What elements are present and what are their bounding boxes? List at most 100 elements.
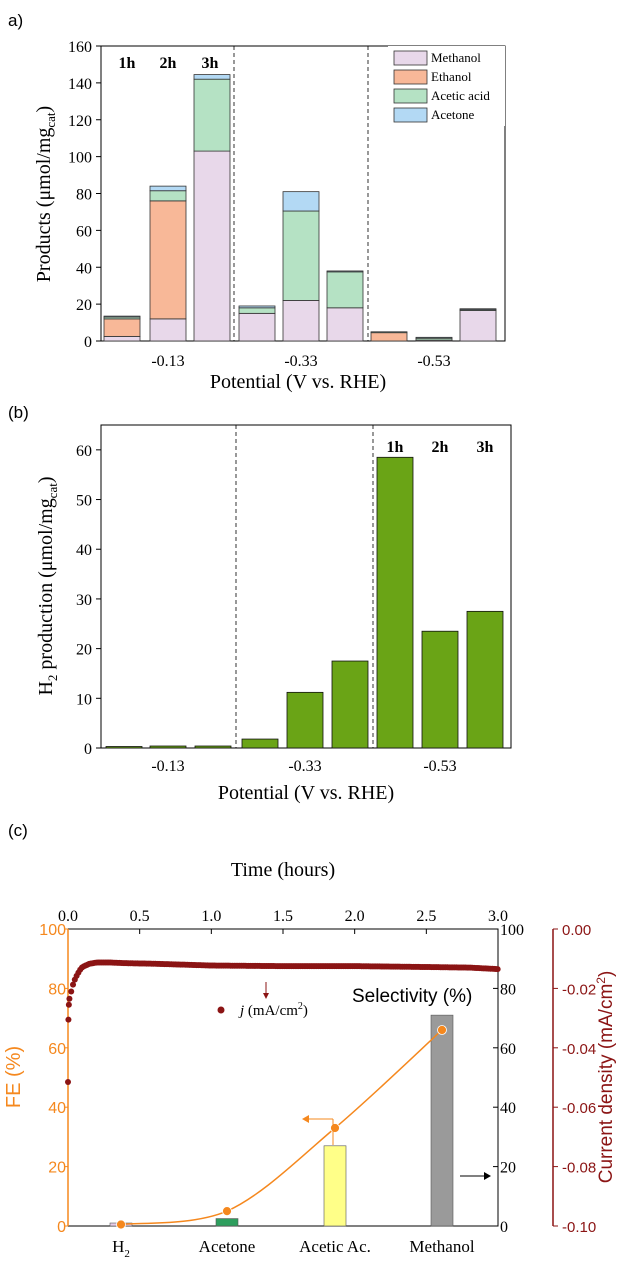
panel-b-x-axis-label: Potential (V vs. RHE) (218, 782, 394, 804)
panel-a-legend: Methanol Ethanol Acetic acid Acetone (388, 46, 505, 126)
panel-c-j-legend-text: j (mA/cm2) (238, 1001, 308, 1019)
panel-c-j-point (494, 966, 501, 973)
panel-b: (b) 0 10 20 30 40 50 60 1h 2h 3h -0.13 -0.33 -0.53… (8, 403, 512, 804)
panel-c-middle-axis: 0 20 40 60 80 100 (493, 922, 524, 1236)
panel-c-left-tick-label: 20 (48, 1160, 66, 1177)
panel-c-left-tick-label: 0 (57, 1219, 66, 1236)
panel-c-selectivity-bar (323, 1145, 347, 1227)
panel-c-selectivity-arrow (460, 1172, 491, 1180)
panel-a-time-labels: 1h 2h 3h (119, 55, 219, 72)
panel-b-group-label: -0.33 (288, 758, 321, 775)
panel-c-fe-arrow (302, 1115, 334, 1145)
panel-b-label: (b) (8, 403, 29, 422)
panel-c-left-tick-label: 60 (48, 1041, 66, 1058)
panel-a-legend-label: Acetone (431, 107, 475, 122)
panel-a-legend-label: Methanol (431, 50, 481, 65)
panel-b-y-tick-label: 10 (76, 691, 92, 708)
panel-c-middle-tick-label: 80 (500, 981, 516, 998)
panel-c-top-axis-label: Time (hours) (231, 859, 335, 881)
panel-a-bar-segment (326, 307, 364, 342)
panel-c-top-tick-label: 2.0 (345, 908, 365, 925)
panel-a-bar-segment (415, 336, 453, 339)
panel-a-time-label: 3h (202, 55, 219, 72)
panel-a-y-axis-label: Products (μmol/mgcat) (33, 106, 58, 282)
panel-c-category-label: H2 (112, 1237, 130, 1260)
panel-a-group-labels: -0.13 -0.33 -0.53 (151, 353, 450, 370)
panel-a-bar-segment (103, 335, 141, 342)
panel-a-bar-segment (282, 191, 320, 212)
panel-c-j-point (68, 988, 75, 995)
panel-a-bar-segment (459, 308, 497, 311)
panel-c-middle-tick-label: 100 (500, 922, 524, 939)
panel-a-bar-segment (370, 332, 408, 342)
panel-a-group-label: -0.53 (417, 353, 450, 370)
panel-a-y-tick-label: 60 (76, 223, 92, 240)
panel-a-legend-label: Ethanol (431, 69, 472, 84)
panel-b-bar (194, 745, 232, 749)
panel-a-group-label: -0.13 (151, 353, 184, 370)
panel-b-y-tick-label: 60 (76, 443, 92, 460)
panel-a-bar-segment (238, 307, 276, 314)
panel-c-middle-tick-label: 60 (500, 1041, 516, 1058)
panel-a-bar-segment (149, 318, 187, 342)
panel-c-right-tick-label: -0.08 (562, 1160, 596, 1177)
panel-c-fe-point (222, 1206, 232, 1217)
panel-b-group-labels: -0.13 -0.33 -0.53 (151, 758, 456, 775)
panel-b-y-tick-label: 0 (84, 741, 92, 758)
panel-a-y-tick-label: 120 (68, 113, 92, 130)
panel-b-group-label: -0.13 (151, 758, 184, 775)
panel-c-right-tick-label: -0.10 (562, 1219, 596, 1236)
panel-a-bar-segment (193, 78, 231, 152)
panel-c-j-point (70, 981, 77, 988)
panel-b-bar (241, 738, 279, 749)
panel-c-j-point (65, 1001, 72, 1008)
panel-a-group-label: -0.33 (284, 353, 317, 370)
panel-a-bar-segment (193, 74, 231, 80)
panel-c-category-label: Acetone (199, 1237, 256, 1256)
panel-a-y-tick-label: 140 (68, 76, 92, 93)
panel-a-bar-segment (238, 305, 276, 309)
panel-c-j-arrowhead (263, 993, 269, 999)
panel-a-bar-segment (238, 312, 276, 342)
panel-a-y-axis: 0 20 40 60 80 100 120 140 160 (68, 39, 101, 351)
panel-c-category-labels: H2 Acetone Acetic Ac. Methanol (112, 1237, 475, 1260)
panel-a-y-tick-label: 80 (76, 187, 92, 204)
panel-b-y-tick-label: 50 (76, 493, 92, 510)
panel-b-y-tick-label: 40 (76, 542, 92, 559)
panel-a-y-tick-label: 0 (84, 334, 92, 351)
panel-b-bar (421, 630, 459, 749)
panel-c-current-density-points (65, 959, 501, 1085)
panel-c-j-legend: j (mA/cm2) (217, 982, 308, 1019)
panel-c-selectivity-label: Selectivity (%) (352, 986, 472, 1007)
panel-b-bar (331, 660, 369, 749)
panel-b-time-label: 1h (387, 439, 404, 456)
panel-c-top-tick-label: 1.0 (201, 908, 221, 925)
panel-c-top-tick-label: 2.5 (416, 908, 436, 925)
panel-b-time-label: 2h (432, 439, 449, 456)
panel-b-group-label: -0.53 (423, 758, 456, 775)
panel-b-bar (149, 745, 187, 749)
panel-c-fe-point (116, 1219, 126, 1230)
panel-b-bars (105, 456, 504, 749)
panel-c-right-tick-label: -0.06 (562, 1100, 596, 1117)
panel-b-time-label: 3h (477, 439, 494, 456)
panel-c-top-tick-label: 1.5 (273, 908, 293, 925)
panel-a-label: a) (8, 11, 23, 30)
panel-b-bar (466, 610, 504, 749)
panel-a-legend-label: Acetic acid (431, 88, 490, 103)
panel-c-middle-tick-label: 20 (500, 1160, 516, 1177)
panel-c-right-axis: 0.00 -0.02 -0.04 -0.06 -0.08 -0.10 (552, 922, 596, 1236)
panel-a-bar-segment (149, 185, 187, 192)
panel-a-bar-segment (370, 331, 408, 334)
panel-a-bar-segment (149, 200, 187, 320)
panel-c-left-axis-label: FE (%) (3, 1046, 25, 1108)
panel-c-selectivity-bar (430, 1014, 454, 1227)
panel-c-right-axis-label: Current density (mA/cm2) (594, 971, 617, 1184)
panel-b-y-tick-label: 20 (76, 642, 92, 659)
panel-c-middle-tick-label: 40 (500, 1100, 516, 1117)
panel-a-y-tick-label: 40 (76, 260, 92, 277)
panel-c-fe-points (116, 1025, 447, 1230)
panel-b-time-labels: 1h 2h 3h (387, 439, 494, 456)
panel-b-bar (376, 456, 414, 749)
